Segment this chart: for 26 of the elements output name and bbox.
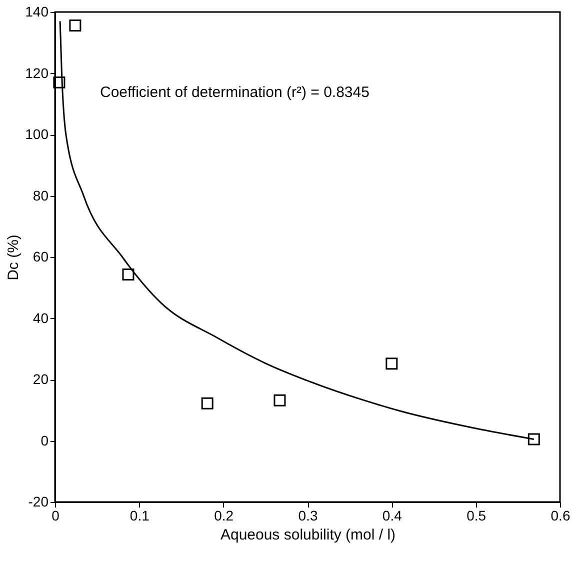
- x-tick-label: 0.6: [550, 508, 570, 524]
- x-tick-label: 0.5: [466, 508, 486, 524]
- x-tick-label: 0.1: [130, 508, 150, 524]
- point: [201, 397, 214, 410]
- y-tick-label: -20: [28, 494, 49, 510]
- point: [386, 358, 398, 370]
- y-axis-title: Dc (%): [5, 234, 22, 280]
- x-tick-label: 0.4: [382, 508, 402, 524]
- y-tick-label: 100: [25, 126, 49, 142]
- y-tick-label: 20: [32, 371, 49, 387]
- y-tick-label: 80: [32, 187, 49, 204]
- point: [274, 394, 286, 406]
- point: [528, 433, 540, 446]
- point: [53, 76, 66, 88]
- annotation: Coefficient of determination (r²) = 0.8345: [100, 84, 370, 101]
- point: [69, 19, 82, 32]
- x-axis-title: Aqueous solubility (mol / l): [220, 526, 396, 544]
- y-tick-label: 40: [32, 310, 49, 326]
- x-tick-label: 0.2: [214, 508, 234, 524]
- y-tick-label: 0: [40, 432, 49, 448]
- y-tick-label: 120: [25, 64, 49, 81]
- x-tick-label: 0.3: [298, 508, 318, 524]
- y-tick-label: 60: [32, 248, 49, 264]
- point: [122, 268, 134, 280]
- x-tick-label: 0: [52, 508, 60, 524]
- y-tick-label: 140: [25, 4, 49, 20]
